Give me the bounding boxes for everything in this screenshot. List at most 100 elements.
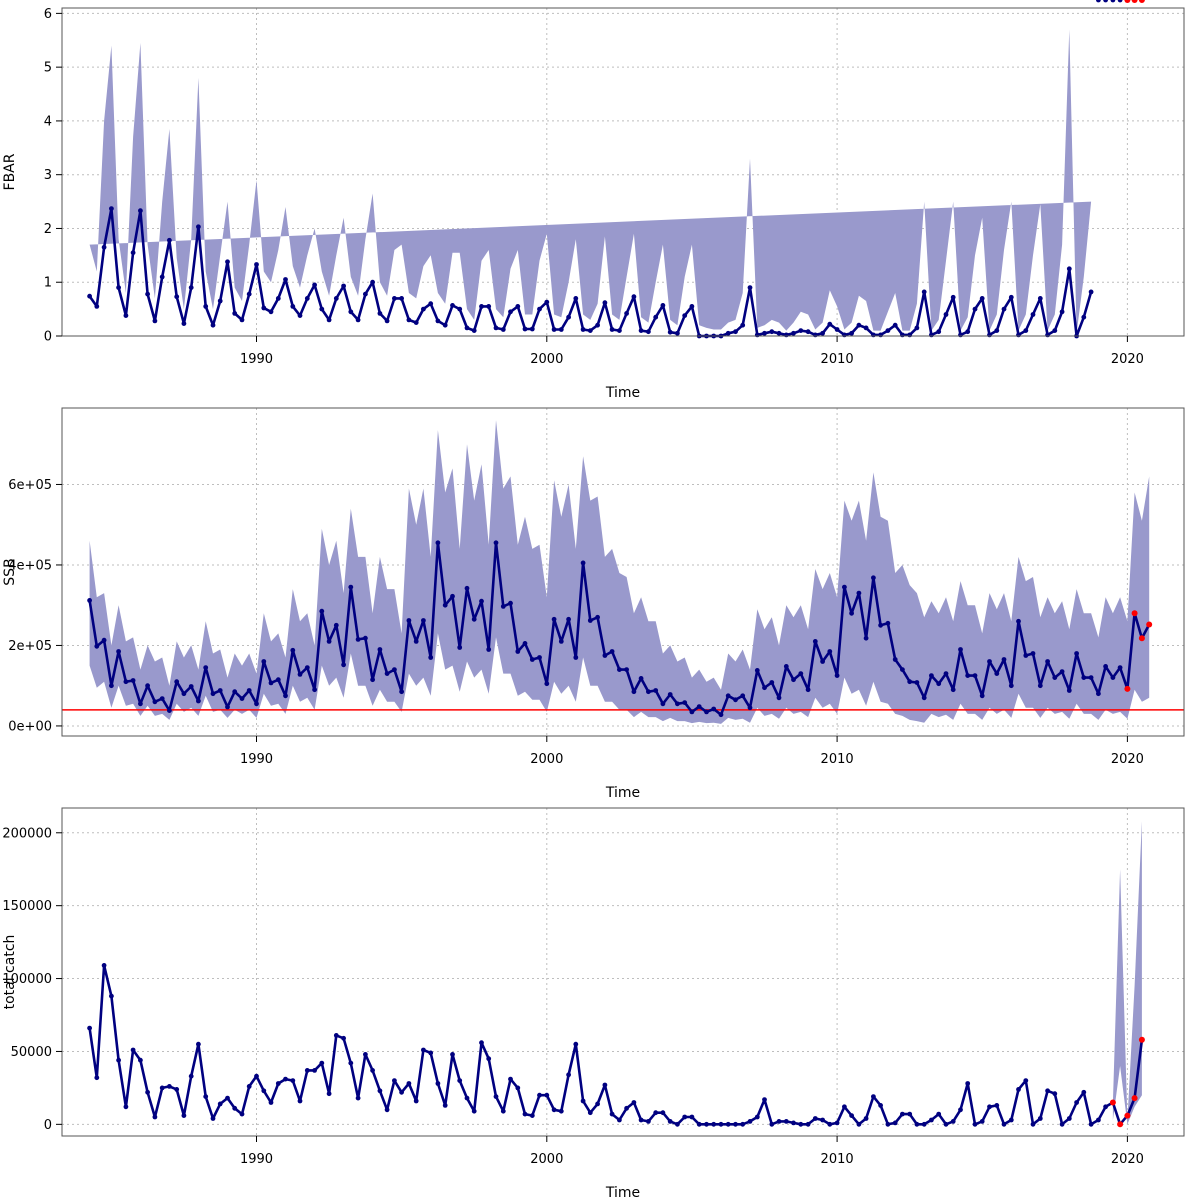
data-point (94, 643, 100, 649)
data-point (428, 1050, 434, 1056)
data-point (660, 701, 666, 707)
data-point (428, 655, 434, 660)
x-tick-label: 2000 (530, 1152, 563, 1167)
data-point (508, 1076, 513, 1082)
data-point (783, 1119, 789, 1124)
data-point (94, 304, 100, 309)
x-axis-title: Time (605, 785, 640, 801)
data-point (602, 653, 608, 658)
x-tick-label: 2010 (821, 352, 854, 367)
data-point (834, 1120, 840, 1126)
data-point (435, 1081, 441, 1086)
data-point (384, 671, 390, 676)
data-point (587, 1110, 593, 1116)
data-point (413, 639, 419, 644)
data-point (842, 332, 847, 338)
data-point (718, 1121, 724, 1127)
data-point (283, 277, 288, 282)
data-point (1023, 328, 1029, 333)
data-point (740, 693, 746, 699)
data-point (246, 291, 252, 297)
data-point (805, 687, 811, 693)
data-point (188, 684, 194, 689)
data-point (217, 1101, 223, 1107)
data-point (413, 320, 419, 325)
data-point (689, 304, 695, 309)
data-point (689, 709, 695, 715)
data-point (326, 317, 332, 323)
data-point (246, 1084, 252, 1089)
data-point (312, 687, 317, 693)
data-point (268, 309, 274, 315)
data-point (602, 300, 608, 306)
data-point (515, 649, 521, 654)
x-axis-title: Time (605, 1185, 640, 1200)
data-point (667, 329, 673, 335)
data-point (537, 655, 542, 660)
y-tick-label: 6 (44, 7, 52, 22)
data-point (522, 326, 528, 332)
data-point (921, 695, 927, 701)
data-point (203, 665, 209, 670)
data-point (1088, 289, 1094, 295)
data-point (1016, 332, 1021, 338)
data-point (392, 296, 397, 301)
data-point (500, 1108, 506, 1114)
data-point (254, 262, 259, 267)
data-point (1052, 675, 1058, 680)
data-point (609, 1111, 615, 1117)
data-point (638, 1117, 644, 1123)
data-point (464, 585, 470, 591)
data-point (232, 1105, 238, 1111)
data-point (646, 689, 651, 695)
data-point (123, 679, 129, 685)
data-point (696, 704, 702, 709)
data-point (500, 604, 506, 609)
y-tick-label: 0 (44, 330, 52, 345)
data-point (283, 693, 288, 699)
data-point (747, 705, 753, 711)
data-point (551, 616, 557, 622)
data-point (733, 329, 738, 335)
data-point (892, 657, 898, 662)
data-point (740, 1121, 746, 1127)
data-point (435, 540, 441, 546)
x-tick-label: 2000 (530, 752, 563, 767)
data-point (653, 314, 659, 320)
data-point (1059, 309, 1065, 315)
plot-frame (61, 7, 1185, 337)
data-point (878, 332, 883, 338)
x-tick-label: 1990 (240, 352, 273, 367)
data-point (1117, 0, 1123, 3)
data-point (1008, 1117, 1014, 1123)
data-point (130, 678, 136, 683)
y-tick-label: 2 (44, 222, 52, 237)
data-point (834, 327, 840, 332)
data-point (805, 1121, 811, 1127)
data-point (704, 1121, 709, 1127)
data-point (145, 291, 151, 297)
data-point (167, 237, 172, 243)
data-point (711, 706, 717, 712)
data-point (1030, 312, 1036, 317)
data-point (820, 330, 825, 336)
data-point (406, 1081, 412, 1086)
data-point (377, 647, 383, 652)
y-tick-label: 0e+00 (8, 719, 52, 734)
data-point (827, 321, 833, 327)
data-point (442, 602, 448, 608)
data-point (167, 1084, 172, 1089)
data-point (203, 304, 209, 309)
data-point (341, 283, 346, 289)
data-point (109, 206, 114, 212)
data-point (660, 303, 666, 308)
data-point (740, 322, 746, 328)
data-point (900, 667, 905, 672)
plot-frame (61, 407, 1185, 737)
confidence-band (1112, 821, 1142, 1125)
data-point (377, 311, 383, 316)
data-point (87, 598, 92, 603)
data-point (631, 1100, 637, 1105)
data-point (1066, 688, 1072, 693)
data-point (486, 1056, 492, 1062)
